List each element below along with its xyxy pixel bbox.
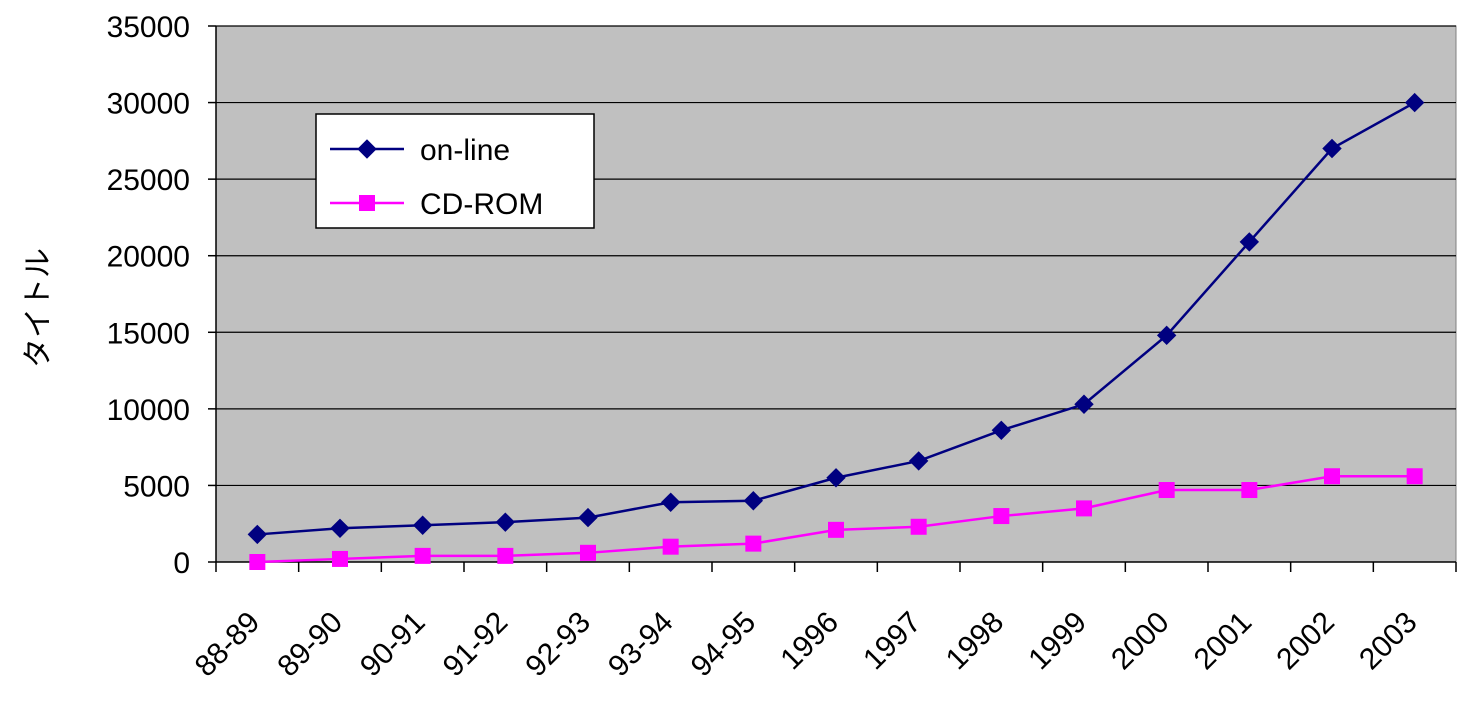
data-point [662,538,679,555]
data-point [580,544,596,561]
x-tick-label: 94-95 [685,606,763,684]
data-point [1074,394,1094,414]
data-point [1076,500,1092,517]
y-tick-label: 25000 [107,164,190,197]
series-on-line [247,92,1425,545]
x-tick-label: 1998 [940,606,1011,677]
data-point [1324,468,1340,485]
y-tick-label: 15000 [107,317,190,350]
data-point [910,518,927,535]
data-point [908,451,929,471]
data-point [1241,482,1258,499]
legend-label: on-line [420,134,510,167]
x-tick-label: 88-89 [189,606,267,684]
data-point [495,512,516,532]
y-tick-label: 35000 [107,11,190,44]
series-group [247,92,1425,570]
legend-marker [357,139,377,159]
data-point [1158,482,1175,499]
data-point [743,491,764,511]
legend-item: on-line [330,134,510,167]
x-tick-label: 2001 [1188,606,1259,677]
data-point [330,518,350,539]
x-tick-label: 1997 [857,606,928,677]
x-tick-label: 2002 [1270,606,1341,677]
legend-item: CD-ROM [330,188,543,221]
x-tick-label: 2003 [1353,606,1424,677]
x-tick-label: 93-94 [602,606,680,684]
data-point [1404,92,1425,113]
data-point [247,524,268,545]
x-tick-labels: 88-89 89-90 90-91 91-92 92-93 93-94 94-95 1996 1… [189,606,1424,684]
data-point [1322,138,1342,159]
data-point [828,521,844,538]
data-point [660,492,681,512]
y-tick-label: 5000 [123,470,190,503]
series-cd-rom [249,468,1423,570]
data-point [249,554,266,570]
y-tick-label: 30000 [107,88,190,121]
data-point [332,550,348,567]
x-tick-label: 89-90 [271,606,349,684]
legend: on-line CD-ROM [315,113,595,229]
data-point [826,468,846,488]
data-point [578,507,598,528]
data-point [414,547,431,564]
legend-label: CD-ROM [420,188,543,221]
data-point [1156,325,1177,346]
x-tick-label: 2000 [1105,606,1176,677]
data-point [412,515,433,535]
x-tick-label: 92-93 [519,606,597,684]
data-point [993,508,1010,525]
y-tick-label: 20000 [107,241,190,274]
x-tick-label: 1999 [1022,606,1093,677]
y-tick-label: 0 [173,547,190,580]
legend-marker [359,195,375,211]
y-tick-label: 10000 [107,394,190,427]
y-axis-label: タイトル [21,248,56,368]
data-point [991,420,1012,441]
x-tick-label: 1996 [774,606,845,677]
x-tick-label: 90-91 [354,606,432,684]
data-point [1239,232,1260,252]
x-tick-label: 91-92 [437,606,515,684]
y-tick-labels: 0 5000 10000 15000 20000 25000 30000 35000 [107,11,190,580]
data-point [1406,468,1423,485]
data-point [497,547,514,564]
data-point [745,535,762,552]
